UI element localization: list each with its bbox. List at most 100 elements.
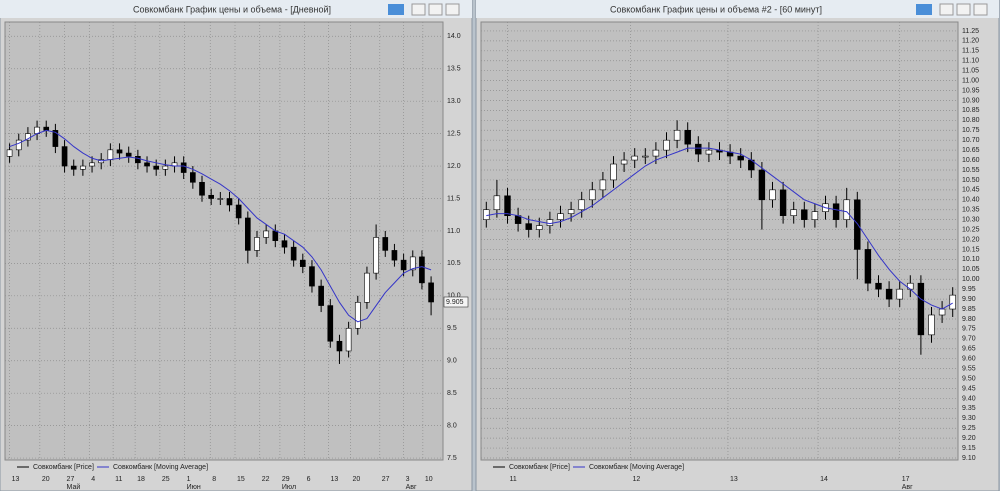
candle-body [811,211,819,220]
y-tick-label: 10.80 [962,117,980,124]
candle-body [843,199,850,220]
maximize-button[interactable] [428,3,443,16]
plot-area [480,21,959,461]
candle-body [578,199,585,211]
y-tick-label: 9.45 [962,385,976,392]
x-tick-label: 17 [902,476,910,483]
y-tick-label: 10.20 [962,236,980,243]
candle-body [790,209,797,216]
candle-body [917,282,925,336]
y-tick-label: 10.70 [962,137,980,144]
y-tick-label: 11.10 [962,58,979,65]
x-tick-label: 20 [352,476,360,483]
candle-body [190,172,196,183]
y-tick-label: 11.25 [962,28,979,35]
candle-body [409,256,416,271]
candle-body [318,285,324,306]
x-tick-label: 18 [137,476,145,483]
x-tick-label: 1 [187,476,191,483]
candle-body [907,282,914,290]
candle-body [327,305,334,342]
x-tick-label: 29 [282,476,290,483]
legend-label: Совкомбанк [Price] [509,463,570,471]
x-tick-label: 20 [42,476,50,483]
candle-body [854,199,861,250]
y-tick-label: 10.35 [962,207,980,214]
title-bar [476,0,999,18]
candle-body [263,230,269,238]
y-tick-label: 13.5 [447,66,461,73]
candle-body [885,288,893,300]
candle-body [652,149,660,157]
candle-body [769,189,776,201]
candle-body [642,155,649,158]
x-tick-label: 3 [406,476,410,483]
y-tick-label: 9.90 [962,296,976,303]
candle-body [354,302,361,329]
candle-body [208,194,214,199]
y-tick-label: 11.0 [447,228,460,235]
x-tick-label: 15 [237,476,245,483]
last-price-box [443,296,469,308]
candle-body [875,282,882,290]
candle-body [226,198,233,206]
candle-body [536,225,543,230]
minimize-button[interactable] [939,3,954,16]
y-tick-label: 9.85 [962,306,976,313]
y-tick-label: 10.55 [962,167,980,174]
y-tick-label: 9.0 [447,358,457,365]
y-tick-label: 10.10 [962,256,980,263]
candle-body [428,282,434,303]
candle-body [400,259,407,271]
maximize-button[interactable] [956,3,971,16]
candle-body [673,129,681,141]
y-tick-label: 11.15 [962,48,979,55]
candle-body [144,162,150,167]
close-button[interactable] [973,3,988,16]
y-tick-label: 9.55 [962,365,976,372]
y-tick-label: 11.00 [962,77,979,84]
x-tick-label: 8 [212,476,216,483]
y-tick-label: 9.50 [962,375,976,382]
y-tick-label: 9.70 [962,336,976,343]
y-tick-label: 9.5 [447,325,457,332]
x-tick-label: 22 [262,476,270,483]
close-button[interactable] [445,3,460,16]
candle-body [309,266,315,287]
window-title: Совкомбанк График цены и объема - [Дневн… [133,4,331,14]
candle-body [245,217,251,251]
candle-body [373,237,379,274]
candle-body [663,139,670,151]
candle-body [832,203,840,220]
title-bar [0,0,472,18]
minimize-button[interactable] [411,3,426,16]
x-tick-label: 13 [12,476,20,483]
y-tick-label: 13.0 [447,98,461,105]
candle-body [116,149,123,154]
candle-body [217,198,224,200]
candle-body [695,143,702,155]
candle-body [546,219,554,226]
y-tick-label: 8.5 [447,390,457,397]
pin-button[interactable] [388,4,404,15]
candle-body [6,149,13,157]
y-tick-label: 9.25 [962,425,976,432]
plot-area [4,21,444,461]
pin-button[interactable] [916,4,932,15]
moving-average-line [486,147,953,310]
y-tick-label: 10.05 [962,266,980,273]
candle-body [620,159,628,165]
y-tick-label: 10.25 [962,226,980,233]
x-tick-label: 6 [307,476,311,483]
candle-body [938,308,946,316]
y-tick-label: 10.45 [962,187,980,194]
candle-body [52,130,59,147]
candle-body [89,162,95,167]
candle-body [125,152,132,157]
candle-body [779,189,787,216]
y-tick-label: 10.65 [962,147,980,154]
x-tick-label: 13 [330,476,338,483]
candle-body [382,237,389,251]
candle-body [493,195,501,211]
y-tick-label: 11.5 [447,195,460,202]
